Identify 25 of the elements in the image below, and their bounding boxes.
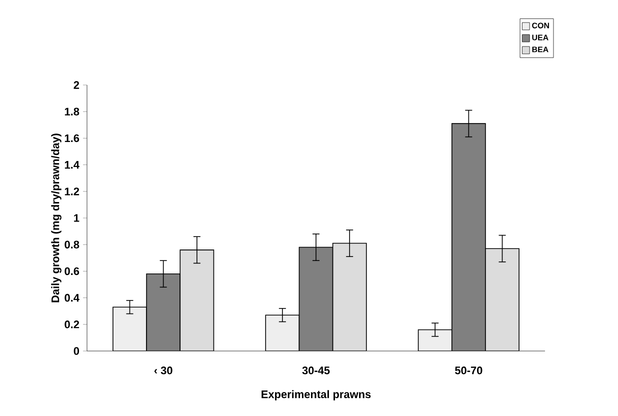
bar — [180, 250, 214, 351]
y-tick-label: 0.6 — [64, 267, 80, 276]
y-tick-label: 0 — [74, 347, 80, 355]
y-tick-label: 0.4 — [64, 294, 80, 302]
y-tick-label: 2 — [74, 81, 80, 89]
bar — [298, 246, 334, 351]
bar — [451, 123, 486, 351]
y-tick-label: 1.4 — [64, 161, 80, 169]
bar — [146, 273, 181, 351]
y-tick-label: 0.8 — [64, 240, 80, 248]
y-tick-label: 1.6 — [64, 134, 80, 142]
bar — [112, 306, 147, 351]
bar — [265, 314, 300, 351]
y-tick-label: 1.8 — [64, 108, 80, 116]
x-tick-label: 30-45 — [302, 366, 330, 374]
y-tick-label: 1.2 — [64, 188, 80, 196]
y-tick-label: 0.2 — [64, 320, 80, 328]
bar — [332, 242, 367, 351]
y-axis-title: Daily growth (mg dry/prawn/day) — [51, 134, 62, 302]
y-tick-label: 1 — [74, 214, 80, 222]
x-axis-title: Experimental prawns — [262, 390, 371, 400]
x-tick-label: 50-70 — [455, 366, 482, 374]
bar — [418, 329, 452, 351]
bar — [485, 248, 520, 351]
x-tick-label: ‹ 30 — [154, 366, 172, 374]
